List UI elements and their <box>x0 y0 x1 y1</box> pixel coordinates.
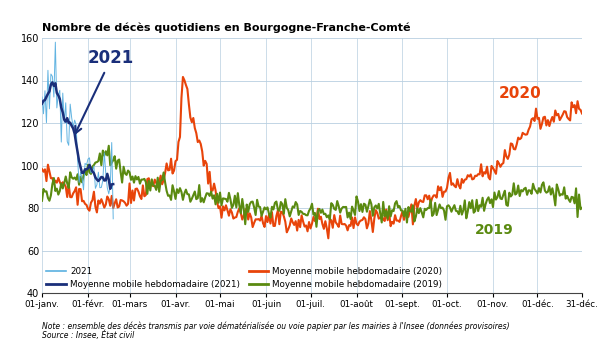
Text: 2019: 2019 <box>475 223 514 237</box>
Text: 2020: 2020 <box>499 86 542 100</box>
Legend: 2021, Moyenne mobile hebdomadaire (2021), Moyenne mobile hebdomadaire (2020), Mo: 2021, Moyenne mobile hebdomadaire (2021)… <box>46 267 443 289</box>
Text: Note : ensemble des décès transmis par voie dématérialisée ou voie papier par le: Note : ensemble des décès transmis par v… <box>42 322 509 332</box>
Text: Source : Insee, État civil: Source : Insee, État civil <box>42 331 134 340</box>
Text: 2021: 2021 <box>75 49 134 133</box>
Text: Nombre de décès quotidiens en Bourgogne-Franche-Comté: Nombre de décès quotidiens en Bourgogne-… <box>42 22 410 33</box>
